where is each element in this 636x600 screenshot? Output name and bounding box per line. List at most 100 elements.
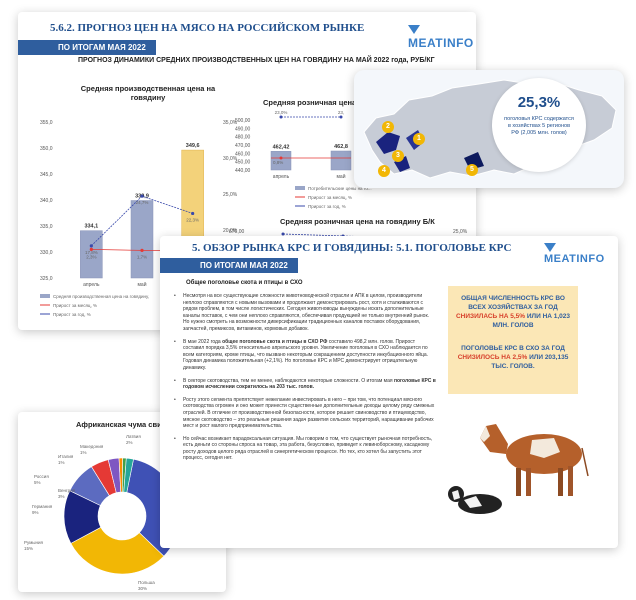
c1-bar — [130, 200, 154, 279]
c1-ytick-right: 30,0% — [223, 156, 238, 162]
c2-bar-label: 462,8 — [334, 144, 348, 150]
brown-cow-leg — [516, 468, 521, 496]
legend2-item-price: Потребительские цены на го... — [308, 186, 372, 191]
chart3-title: Средняя розничная цена на говядину Б/К — [280, 217, 435, 226]
c2-xtick: май — [336, 173, 345, 180]
c1-year-label: 24,7% — [136, 200, 149, 205]
pie-label: Польша 30% — [138, 580, 155, 591]
c1-ytick-right: 20,0% — [223, 228, 238, 234]
c2-bar — [270, 151, 292, 171]
c1-year-point — [140, 194, 144, 198]
c1-year-label: 17,8% — [85, 250, 98, 255]
c1-ytick-right: 25,0% — [223, 192, 238, 198]
map-marker: 3 — [392, 150, 404, 162]
section-title: 5. ОБЗОР РЫНКА КРС И ГОВЯДИНЫ: 5.1. ПОГО… — [192, 242, 512, 254]
legend1-item-month: Прирост за месяц, % — [53, 303, 97, 308]
c2-xtick: апрель — [273, 174, 290, 180]
cow-illustration — [448, 424, 589, 514]
meatinfo-logo: MEATINFO — [408, 22, 476, 50]
c1-ytick-left: 345,0 — [40, 172, 53, 178]
c1-month-point — [140, 248, 144, 252]
stat-text: поголовья КРС содержатся в хозяйствах 5 … — [504, 116, 574, 136]
c1-xtick: апрель — [83, 282, 100, 288]
section-title: 5.6.2. ПРОГНОЗ ЦЕН НА МЯСО НА РОССИЙСКОМ… — [50, 22, 365, 34]
c1-ytick-left: 350,0 — [40, 146, 53, 152]
c1-year-label: 22,3% — [186, 217, 199, 222]
c1-year-point — [89, 244, 93, 248]
c2-year-point — [339, 115, 343, 119]
brown-cow-face — [480, 426, 490, 442]
brown-cow-leg — [568, 466, 573, 496]
c2-bar — [330, 150, 352, 171]
chart1-title: Средняя производственная цена на говядин… — [80, 84, 216, 102]
c2-bar-label: 462,42 — [273, 144, 290, 150]
chart2-title: Средняя розничная цена на говядину — [263, 98, 404, 107]
c1-bar-label: 349,6 — [186, 143, 200, 149]
calf-patch — [464, 496, 482, 508]
pie-title: Африканская чума свине — [76, 420, 171, 429]
brown-cow-tail — [581, 447, 589, 477]
c3-ytick: 670,00 — [229, 229, 245, 235]
paragraph: В мае 2022 года общее поголовье скота и … — [174, 339, 436, 372]
retail-price-chart: 500,00 490,00 480,00 470,00 460,00 450,00 440,… — [235, 110, 372, 209]
c1-ytick-left: 340,0 — [40, 198, 53, 204]
pie-label: Латвия 2% — [126, 434, 141, 445]
legend1-item-year: Прирост за год, % — [53, 312, 91, 317]
c1-ytick-right: 35,0% — [223, 120, 238, 126]
callout-total: ОБЩАЯ ЧИСЛЕННОСТЬ КРС ВО ВСЕХ ХОЗЯЙСТВАХ… — [455, 295, 571, 329]
map-marker: 4 — [378, 165, 390, 177]
c3-point — [281, 232, 285, 236]
chart-heading: ПРОГНОЗ ДИНАМИКИ СРЕДНИХ ПРОИЗВОДСТВЕННЫ… — [78, 57, 435, 64]
brown-cow-leg — [526, 468, 531, 496]
legend2-item-year: Прирост за год, % — [308, 204, 346, 209]
c2-ytick-left: 440,00 — [235, 168, 251, 174]
paragraph: Росту этого сегмента препятствует нежела… — [174, 397, 436, 430]
period-band: ПО ИТОГАМ МАЯ 2022 — [160, 258, 298, 273]
stat-percent: 25,3% — [517, 94, 561, 111]
pie-label: Румыния 15% — [24, 540, 44, 551]
pie-label: Македония 1% — [80, 444, 104, 455]
c2-month-point — [279, 156, 283, 160]
c1-bar-label: 334,1 — [84, 224, 98, 230]
c2-year-label: 23,0% — [275, 110, 288, 115]
c3-ytick-right: 25,0% — [453, 229, 468, 235]
c2-ytick-left: 500,00 — [235, 118, 251, 124]
c1-month-label: 2,3% — [86, 254, 96, 259]
c2-ytick-left: 450,00 — [235, 160, 251, 166]
calf-face — [452, 490, 460, 500]
c2-month-label: 0,8% — [273, 160, 283, 165]
c2-ytick-left: 480,00 — [235, 135, 251, 141]
c2-ytick-left: 470,00 — [235, 143, 251, 149]
cattle-overview-page: 5. ОБЗОР РЫНКА КРС И ГОВЯДИНЫ: 5.1. ПОГО… — [160, 236, 618, 548]
map-marker: 1 — [413, 133, 425, 145]
pie-label: Германия 9% — [32, 504, 53, 515]
pie-label: Россия 5% — [34, 474, 49, 485]
paragraph: Но сейчас возникает парадоксальная ситуа… — [174, 436, 436, 462]
pie-label: Венгрия 3% — [58, 488, 76, 499]
brown-cow-patch — [530, 438, 560, 458]
stats-callout: ОБЩАЯ ЧИСЛЕННОСТЬ КРС ВО ВСЕХ ХОЗЯЙСТВАХ… — [448, 286, 578, 394]
c1-month-label: 1,7% — [137, 254, 147, 259]
legend1-swatch-bar — [40, 294, 50, 298]
legend1-item-price: Средняя производственная цена на говядин… — [53, 294, 149, 299]
period-band: ПО ИТОГАМ МАЯ 2022 — [18, 40, 156, 55]
map-marker: 5 — [466, 164, 478, 176]
region-highlight — [376, 132, 400, 154]
pie-slice — [70, 526, 165, 575]
legend2-swatch-bar — [295, 186, 305, 190]
pie-label: Италия 1% — [58, 454, 74, 465]
c1-ytick-left: 355,0 — [40, 120, 53, 126]
c2-ytick-left: 490,00 — [235, 126, 251, 132]
c2-year-label: 23, — [338, 110, 344, 115]
c1-ytick-left: 335,0 — [40, 224, 53, 230]
pie-slice — [123, 457, 134, 493]
c1-xtick: май — [137, 281, 146, 288]
callout-sho: ПОГОЛОВЬЕ КРС В СХО ЗА ГОД СНИЗИЛОСЬ НА … — [457, 345, 569, 370]
c1-month-point — [89, 247, 93, 251]
legend2-item-month: Прирост за месяц, % — [308, 195, 352, 200]
subheading: Общее поголовье скота и птицы в СХО — [186, 280, 303, 286]
meatinfo-logo: MEATINFO — [544, 241, 618, 265]
c2-ytick-left: 460,00 — [235, 151, 251, 157]
c1-ytick-left: 330,0 — [40, 250, 53, 256]
paragraph: Несмотря на все существующие сложности ж… — [174, 293, 436, 333]
